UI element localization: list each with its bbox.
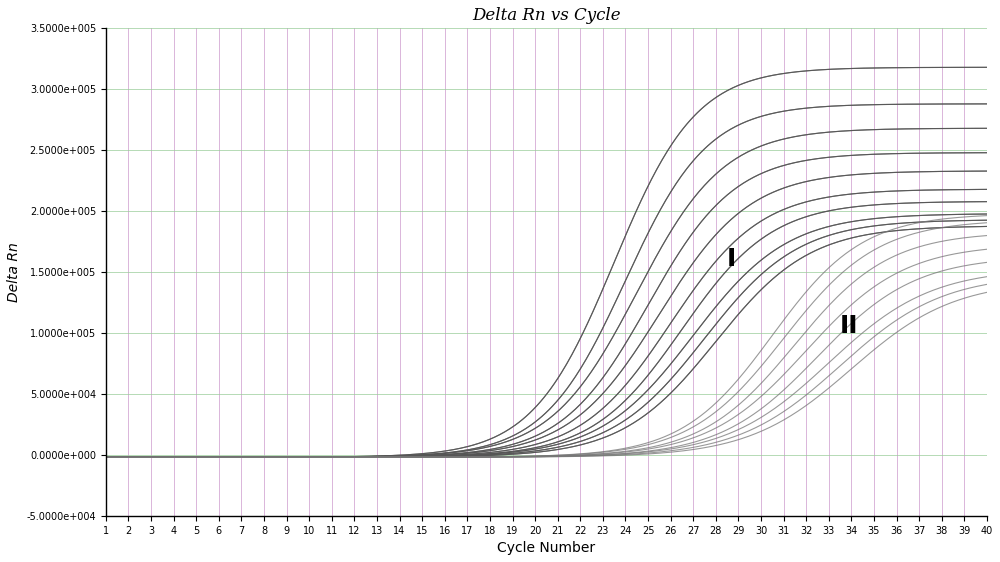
Y-axis label: Delta Rn: Delta Rn [7, 242, 21, 302]
Title: Delta Rn vs Cycle: Delta Rn vs Cycle [472, 7, 621, 24]
Text: I: I [727, 247, 736, 271]
Text: II: II [840, 314, 859, 338]
X-axis label: Cycle Number: Cycle Number [497, 541, 595, 555]
